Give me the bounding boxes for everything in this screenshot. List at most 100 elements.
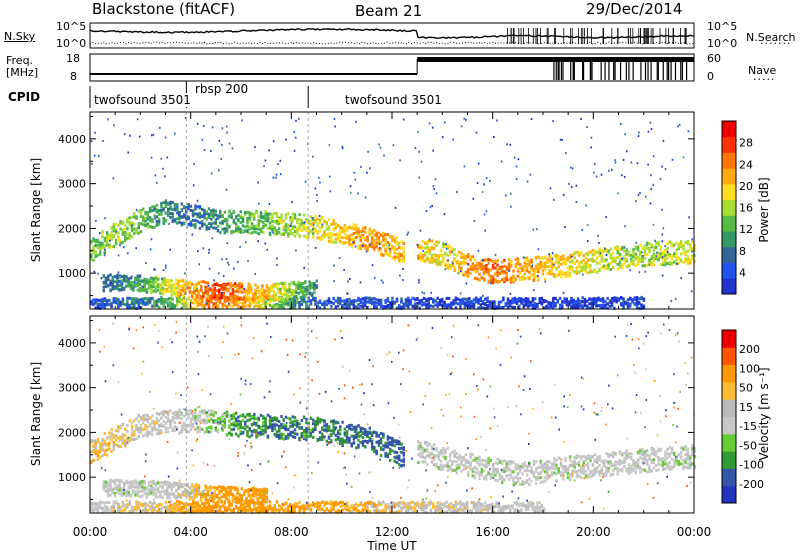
data-cell	[679, 240, 683, 244]
data-cell	[309, 302, 313, 306]
data-cell	[530, 260, 533, 264]
data-cell	[116, 278, 119, 282]
data-cell	[407, 305, 410, 309]
data-cell	[459, 298, 462, 302]
data-cell	[237, 213, 240, 217]
speckle-cell	[162, 167, 164, 170]
data-cell	[247, 295, 250, 299]
data-cell	[143, 284, 146, 288]
data-cell	[602, 248, 606, 252]
data-cell	[638, 297, 641, 301]
speckle-cell	[184, 272, 186, 275]
data-cell	[466, 301, 469, 305]
data-cell	[462, 256, 465, 260]
speckle-cell	[509, 143, 512, 146]
data-cell	[139, 298, 143, 302]
data-cell	[345, 501, 349, 505]
speckle-cell	[201, 138, 204, 141]
data-cell	[228, 507, 231, 511]
data-cell	[102, 280, 105, 284]
data-cell	[311, 284, 314, 288]
data-cell	[402, 304, 405, 308]
data-cell	[664, 254, 667, 257]
data-cell	[154, 276, 158, 280]
data-cell	[244, 506, 247, 510]
data-cell	[295, 295, 298, 298]
data-cell	[532, 279, 536, 282]
data-cell	[264, 304, 267, 308]
data-cell	[170, 283, 173, 287]
data-cell	[413, 302, 417, 306]
data-cell	[424, 241, 427, 245]
speckle-cell	[254, 146, 256, 149]
speckle-cell	[650, 174, 652, 177]
speckle-cell	[463, 165, 466, 168]
speckle-cell	[164, 175, 166, 178]
data-cell	[264, 216, 267, 220]
data-cell	[609, 256, 613, 260]
data-cell	[221, 219, 224, 223]
data-cell	[668, 261, 671, 265]
data-cell	[515, 301, 519, 305]
data-cell	[279, 282, 282, 285]
data-cell	[253, 508, 256, 512]
data-cell	[528, 259, 531, 263]
data-cell	[212, 208, 215, 212]
data-cell	[169, 205, 172, 209]
data-cell	[225, 223, 229, 227]
data-cell	[305, 228, 308, 232]
data-cell	[94, 298, 97, 302]
data-cell	[393, 240, 396, 244]
data-cell	[194, 299, 197, 302]
data-cell	[119, 220, 122, 224]
data-cell	[293, 501, 297, 505]
data-cell	[423, 504, 426, 508]
data-cell	[216, 214, 220, 218]
data-cell	[223, 296, 226, 300]
data-cell	[623, 262, 626, 266]
data-cell	[496, 263, 499, 267]
data-cell	[559, 258, 563, 262]
data-cell	[257, 214, 260, 218]
data-cell	[277, 287, 280, 291]
data-cell	[296, 228, 299, 232]
data-cell	[159, 285, 162, 289]
speckle-cell	[530, 118, 533, 120]
data-cell	[435, 254, 438, 257]
speckle-cell	[586, 223, 589, 226]
data-cell	[273, 211, 276, 215]
data-cell	[528, 262, 531, 266]
data-cell	[379, 242, 383, 246]
data-cell	[577, 300, 580, 304]
data-cell	[348, 305, 351, 308]
data-cell	[438, 303, 442, 307]
data-cell	[102, 285, 105, 289]
data-cell	[263, 297, 266, 300]
data-cell	[234, 282, 237, 285]
data-cell	[650, 257, 653, 261]
data-cell	[327, 297, 331, 301]
data-cell	[283, 282, 287, 286]
data-cell	[264, 509, 267, 513]
data-cell	[523, 261, 526, 265]
data-cell	[218, 288, 221, 292]
speckle-cell	[127, 151, 129, 154]
data-cell	[359, 230, 362, 234]
speckle-cell	[570, 255, 573, 258]
data-cell	[164, 299, 168, 303]
data-cell	[112, 244, 115, 248]
speckle-cell	[561, 139, 563, 141]
data-cell	[164, 199, 168, 203]
data-cell	[423, 509, 426, 513]
data-cell	[232, 220, 236, 224]
data-cell	[207, 507, 211, 511]
data-cell	[287, 212, 290, 216]
speckle-cell	[349, 278, 351, 280]
data-cell	[244, 213, 247, 217]
data-cell	[555, 267, 558, 271]
data-cell	[278, 220, 281, 223]
speckle-cell	[452, 262, 454, 265]
data-cell	[239, 216, 242, 220]
data-cell	[339, 509, 342, 513]
data-cell	[135, 215, 138, 219]
